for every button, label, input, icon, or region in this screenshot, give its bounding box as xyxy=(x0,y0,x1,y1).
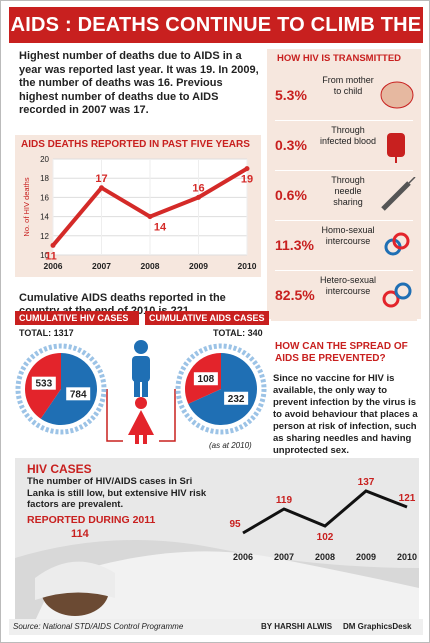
row-divider xyxy=(275,170,413,171)
transmission-pct: 0.3% xyxy=(275,137,307,153)
main-title: AIDS : DEATHS CONTINUE TO CLIMB THE LADD… xyxy=(9,7,423,72)
y-tick-label: 16 xyxy=(40,193,49,202)
pie-value-label: 232 xyxy=(228,394,245,405)
x-tick-label: 2007 xyxy=(92,261,111,271)
data-point xyxy=(244,166,250,172)
baby-icon xyxy=(380,81,414,109)
transmission-item: 11.3% Homo-sexual intercourse xyxy=(271,221,417,271)
data-label: 17 xyxy=(95,173,107,185)
transmission-pct: 0.6% xyxy=(275,187,307,203)
credit-text: BY HARSHI ALWIS xyxy=(261,622,333,631)
intro-text: Highest number of deaths due to AIDS in … xyxy=(19,50,259,116)
data-point xyxy=(147,214,153,220)
y-tick-label: 10 xyxy=(40,251,49,260)
row-divider xyxy=(275,270,413,271)
x-tick-label: 2006 xyxy=(233,552,253,562)
transmission-pct: 5.3% xyxy=(275,87,307,103)
deaths-line-chart: 10 12 14 16 18 20 2006 2007 2008 2009 2010 No. of H… xyxy=(22,155,257,271)
pie-slice-male xyxy=(188,353,258,425)
transmission-item: 82.5% Hetero-sexual intercourse xyxy=(271,271,417,321)
pie-ring xyxy=(175,343,267,435)
male-female-icon xyxy=(382,282,412,308)
hiv-cases-panel: HIV CASES The number of HIV/AIDS cases i… xyxy=(15,458,419,621)
hiv-series-line xyxy=(242,489,408,535)
transmission-pct: 82.5% xyxy=(275,287,315,303)
x-tick-label: 2006 xyxy=(44,261,63,271)
aids-total: TOTAL: 340 xyxy=(213,328,263,338)
data-label: 16 xyxy=(192,182,204,194)
hiv-cases-tag: CUMULATIVE HIV CASES xyxy=(15,311,139,325)
source-text: Source: National STD/AIDS Control Progra… xyxy=(13,622,184,631)
transmission-item: 0.3% Through infected blood xyxy=(271,121,417,171)
x-tick-label: 2007 xyxy=(274,552,294,562)
cases-note: (as at 2010) xyxy=(209,441,252,450)
reported-value: 114 xyxy=(71,528,89,540)
transmission-label: Hetero-sexual intercourse xyxy=(319,275,377,296)
reported-label: REPORTED DURING 2011 xyxy=(27,514,156,526)
row-divider xyxy=(275,120,413,121)
infographic-frame: AIDS : DEATHS CONTINUE TO CLIMB THE LADD… xyxy=(9,7,423,635)
transmission-item: 0.6% Through needle sharing xyxy=(271,171,417,221)
data-label: 14 xyxy=(154,222,167,234)
brand-text: DM GraphicsDesk xyxy=(343,622,412,631)
y-tick-label: 12 xyxy=(40,232,49,241)
x-tick-label: 2009 xyxy=(189,261,208,271)
pie-ring xyxy=(15,343,107,435)
patient-photo xyxy=(15,540,419,621)
x-tick-label: 2008 xyxy=(315,552,335,562)
male-person-icon xyxy=(132,340,150,397)
footer-bar: Source: National STD/AIDS Control Progra… xyxy=(9,619,423,635)
x-tick-label: 2009 xyxy=(356,552,376,562)
blood-bag-icon xyxy=(387,133,405,163)
pie-value-label: 108 xyxy=(198,374,215,385)
x-tick-label: 2008 xyxy=(141,261,160,271)
data-point xyxy=(50,242,56,248)
aids-cases-tag: CUMULATIVE AIDS CASES xyxy=(145,311,269,325)
y-tick-label: 20 xyxy=(40,155,49,164)
cumulative-pie-charts: 784 533 232 108 xyxy=(15,340,267,444)
x-tick-label: 2010 xyxy=(397,552,417,562)
data-label: 19 xyxy=(241,174,253,186)
transmission-label: Through infected blood xyxy=(319,125,377,146)
syringe-icon xyxy=(381,177,416,211)
data-label: 119 xyxy=(276,495,293,506)
transmission-label: Through needle sharing xyxy=(331,175,365,207)
transmission-heading: HOW HIV IS TRANSMITTED xyxy=(277,53,402,64)
data-label: 11 xyxy=(45,250,57,262)
hiv-cases-line-chart: 95 2006 119 2007 102 2008 137 2009 121 2010 xyxy=(229,477,417,562)
hiv-cases-pie: 784 533 xyxy=(15,343,107,435)
data-point xyxy=(196,194,201,200)
pie-label-bg xyxy=(31,376,56,390)
pie-label-bg xyxy=(66,387,91,401)
data-label: 137 xyxy=(358,477,375,488)
male-male-icon xyxy=(384,232,410,256)
transmission-pct: 11.3% xyxy=(275,237,314,253)
hiv-cases-text: The number of HIV/AIDS cases in Sri Lank… xyxy=(27,476,207,510)
row-divider xyxy=(275,220,413,221)
data-label: 121 xyxy=(399,493,416,504)
transmission-item: 5.3% From mother to child xyxy=(271,71,417,121)
data-label: 102 xyxy=(317,532,334,543)
transmission-label: Homo-sexual intercourse xyxy=(321,225,375,246)
x-tick-label: 2010 xyxy=(238,261,257,271)
hiv-cases-heading: HIV CASES xyxy=(27,462,92,476)
data-label: 95 xyxy=(229,519,241,530)
y-axis-label: No. of HIV deaths xyxy=(22,177,31,236)
female-person-icon xyxy=(128,397,154,444)
hiv-total: TOTAL: 1317 xyxy=(19,328,74,338)
y-tick-label: 18 xyxy=(40,174,49,183)
prevention-text: Since no vaccine for HIV is available, t… xyxy=(273,373,418,456)
transmission-label: From mother to child xyxy=(322,75,374,96)
deaths-chart-heading: AIDS DEATHS REPORTED IN PAST FIVE YEARS xyxy=(21,139,250,150)
pie-value-label: 784 xyxy=(70,389,87,400)
pie-label-bg xyxy=(224,391,249,405)
y-tick-label: 14 xyxy=(40,213,49,222)
data-point xyxy=(99,185,104,191)
pie-label-bg xyxy=(193,372,218,386)
prevention-heading: HOW CAN THE SPREAD OF AIDS BE PREVENTED? xyxy=(275,341,408,364)
aids-cases-pie: 232 108 xyxy=(175,343,267,435)
pie-value-label: 533 xyxy=(35,379,52,390)
